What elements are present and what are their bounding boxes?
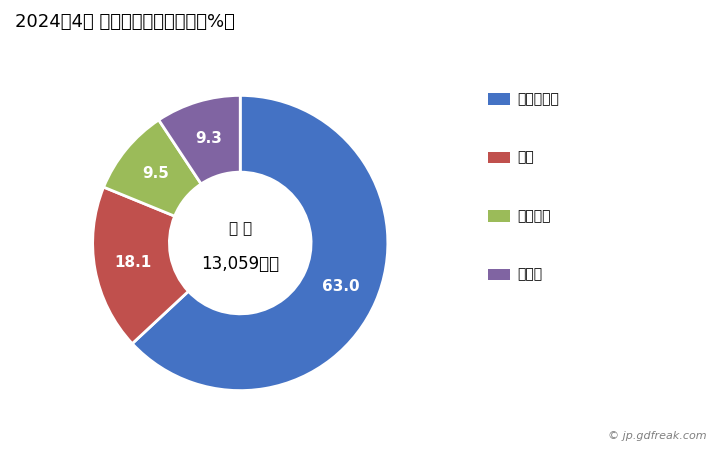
- Text: 2024年4月 輸出相手国のシェア（%）: 2024年4月 輸出相手国のシェア（%）: [15, 14, 234, 32]
- Text: 総 額: 総 額: [229, 221, 252, 236]
- Text: タイ: タイ: [517, 150, 534, 165]
- Text: 9.3: 9.3: [195, 131, 222, 146]
- Text: © jp.gdfreak.com: © jp.gdfreak.com: [608, 431, 706, 441]
- Wedge shape: [92, 187, 189, 344]
- Wedge shape: [159, 95, 240, 184]
- Text: フィリピン: フィリピン: [517, 92, 559, 106]
- Text: ドイツ: ドイツ: [517, 267, 542, 282]
- Text: 18.1: 18.1: [114, 255, 151, 270]
- Text: ベトナム: ベトナム: [517, 209, 550, 223]
- Wedge shape: [103, 120, 201, 216]
- Text: 9.5: 9.5: [143, 166, 169, 181]
- Text: 13,059万円: 13,059万円: [201, 255, 280, 273]
- Text: 63.0: 63.0: [322, 279, 359, 294]
- Wedge shape: [132, 95, 388, 391]
